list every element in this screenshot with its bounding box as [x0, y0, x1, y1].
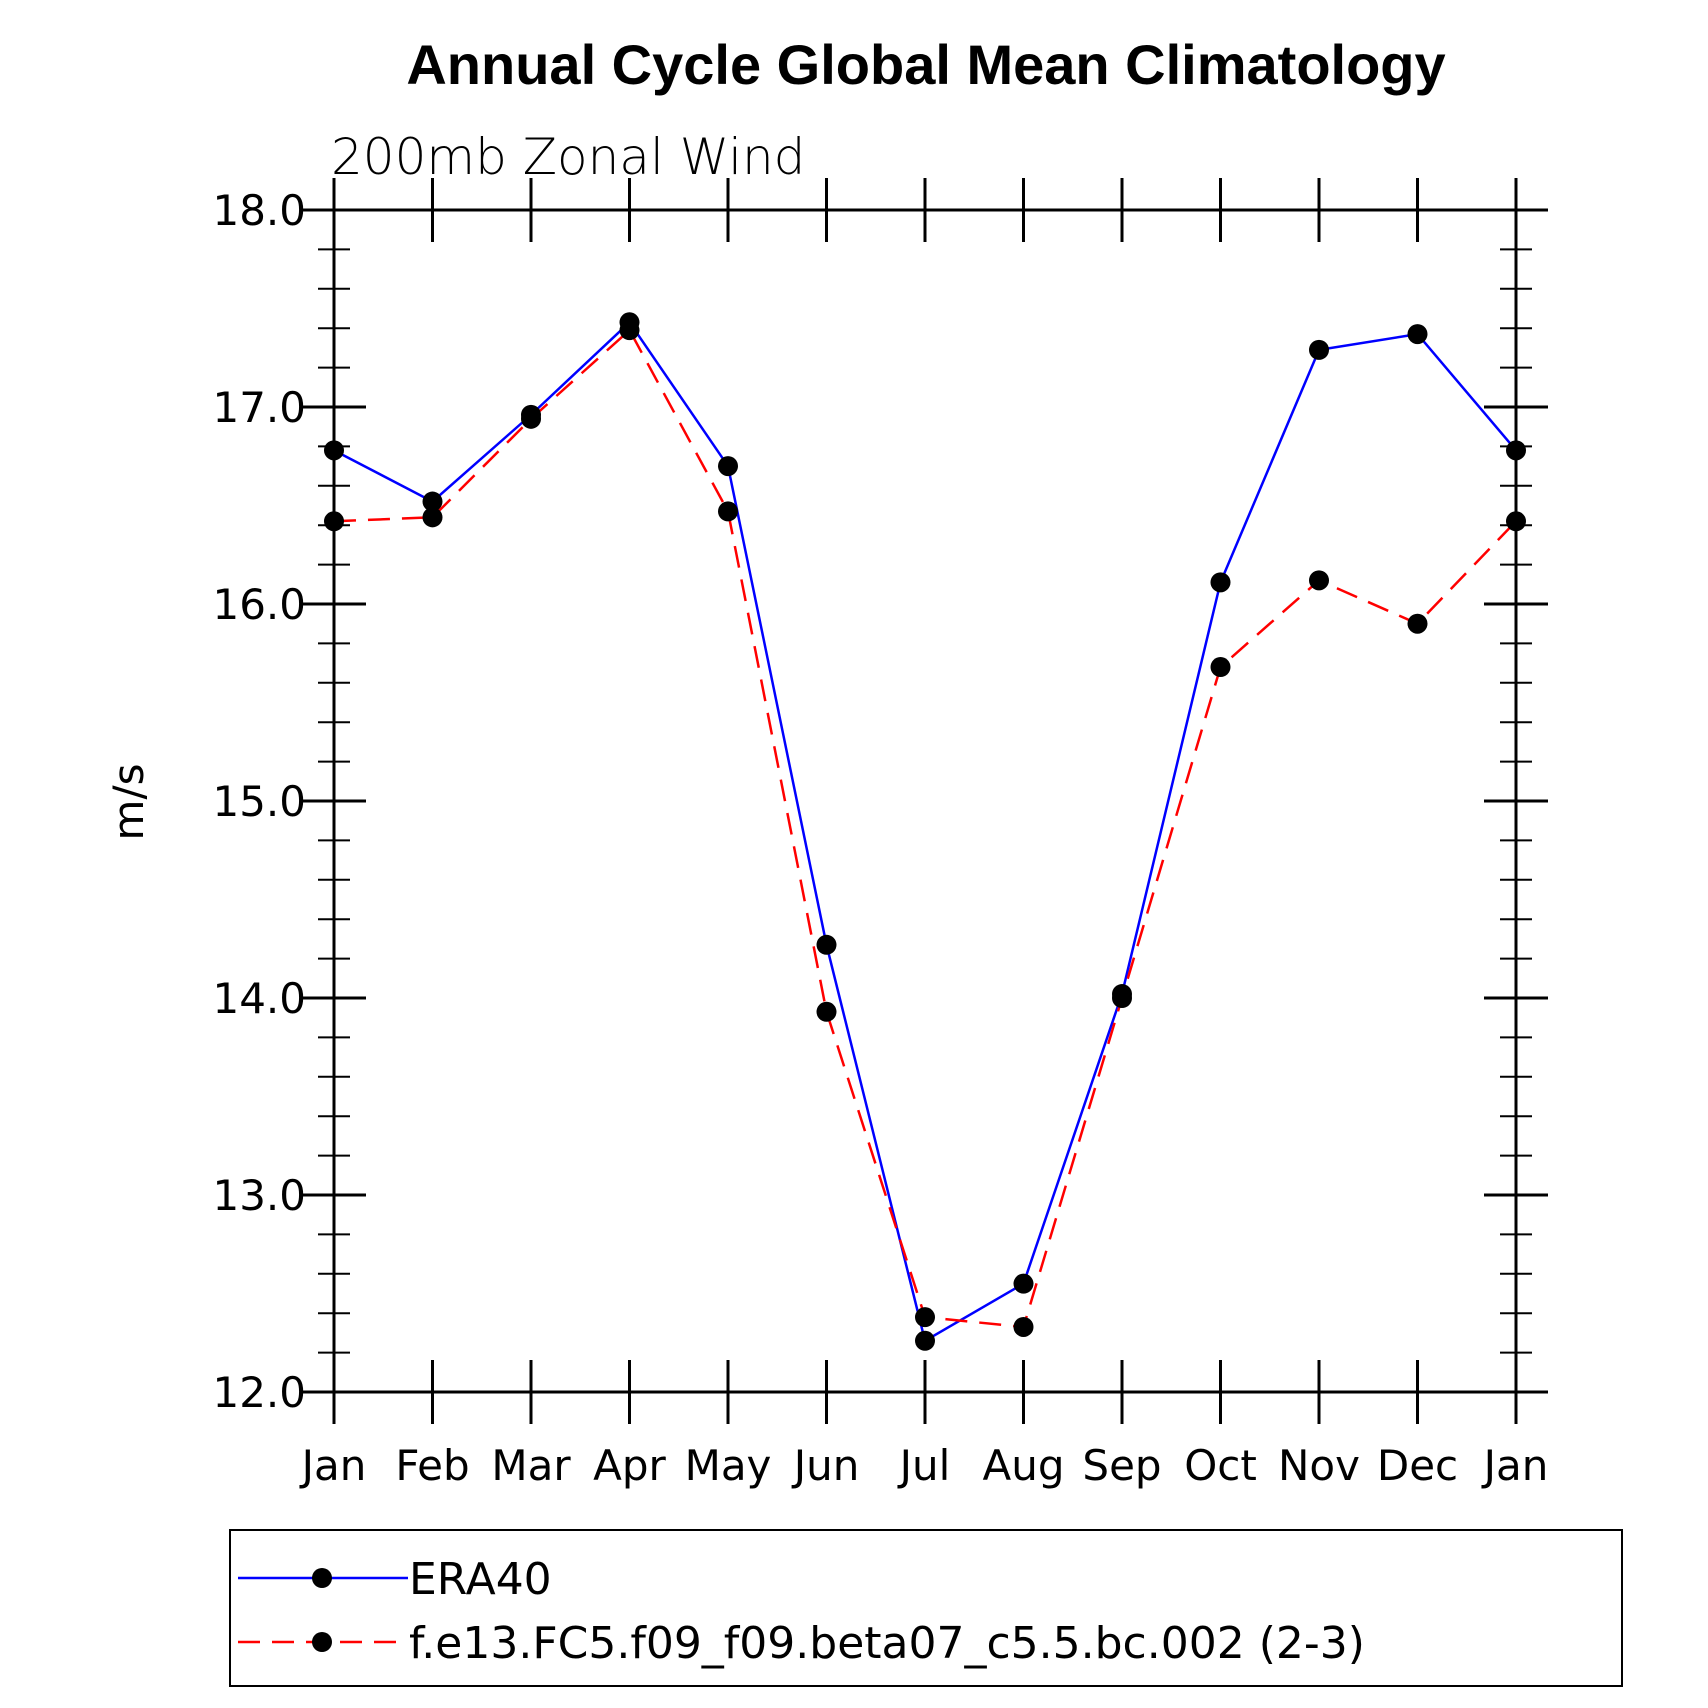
- data-point-series-1: [1210, 572, 1231, 593]
- data-markers: [324, 312, 1526, 1351]
- legend-box: [229, 1529, 1623, 1687]
- data-point-series-2: [718, 501, 738, 522]
- y-tick-label: 13.0: [212, 1171, 306, 1220]
- x-tick-label: Sep: [1082, 1441, 1161, 1490]
- y-tick-label: 18.0: [212, 186, 306, 235]
- x-tick-label: Apr: [593, 1441, 666, 1490]
- data-point-series-1: [1013, 1273, 1034, 1294]
- x-tick-label: Jan: [299, 1441, 367, 1490]
- y-tick-label: 12.0: [212, 1368, 306, 1417]
- chart-subtitle: 200mb Zonal Wind: [331, 128, 805, 186]
- legend: ERA40 f.e13.FC5.f09_f09.beta07_c5.5.bc.00…: [238, 1554, 1365, 1669]
- chart-title: Annual Cycle Global Mean Climatology: [406, 33, 1445, 96]
- data-point-series-2: [1407, 613, 1428, 634]
- data-point-series-1: [718, 456, 738, 477]
- y-tick-label: 14.0: [212, 974, 306, 1023]
- legend-marker-1: [312, 1568, 332, 1588]
- x-tick-label: Jul: [897, 1441, 951, 1490]
- x-tick-label: Mar: [491, 1441, 571, 1490]
- axis-ticks: [302, 178, 1548, 1424]
- plot-frame: [332, 208, 1518, 1394]
- x-tick-label: Aug: [982, 1441, 1064, 1490]
- data-point-series-2: [1112, 988, 1132, 1008]
- data-point-series-2: [1013, 1316, 1034, 1337]
- legend-label-2: f.e13.FC5.f09_f09.beta07_c5.5.bc.002 (2-…: [409, 1618, 1365, 1669]
- y-tick-label: 16.0: [212, 580, 306, 629]
- data-point-series-1: [816, 934, 837, 955]
- x-tick-label: Feb: [395, 1441, 469, 1490]
- y-tick-label: 17.0: [212, 383, 306, 432]
- data-point-series-1: [1309, 339, 1329, 360]
- data-point-series-1: [1506, 440, 1526, 461]
- data-point-series-2: [816, 1001, 837, 1022]
- data-point-series-2: [619, 320, 640, 341]
- data-point-series-1: [422, 491, 443, 512]
- series-lines: [333, 320, 1517, 1343]
- x-tick-label: Jan: [1481, 1441, 1549, 1490]
- x-tick-label: Oct: [1184, 1441, 1257, 1490]
- series-line-2: [333, 328, 1517, 1329]
- y-tick-label: 15.0: [212, 777, 306, 826]
- data-point-series-2: [521, 408, 541, 429]
- data-point-series-2: [1506, 511, 1526, 532]
- legend-marker-2: [312, 1632, 332, 1652]
- data-point-series-2: [1210, 657, 1231, 678]
- tick-labels: Jan Feb Mar Apr May Jun Jul Aug Sep Oct Nov Dec Jan 1…: [212, 186, 1548, 1490]
- data-point-series-2: [1309, 570, 1329, 591]
- series-line-1: [333, 320, 1517, 1343]
- legend-label-1: ERA40: [409, 1554, 552, 1605]
- data-point-series-2: [422, 507, 443, 528]
- data-point-series-1: [915, 1330, 935, 1351]
- data-point-series-2: [915, 1307, 935, 1328]
- data-point-series-2: [324, 511, 344, 532]
- y-axis-label: m/s: [104, 764, 153, 841]
- data-point-series-1: [1407, 324, 1428, 345]
- x-tick-label: Nov: [1278, 1441, 1360, 1490]
- data-point-series-1: [324, 440, 344, 461]
- x-tick-label: May: [685, 1441, 772, 1490]
- x-tick-label: Jun: [791, 1441, 860, 1490]
- x-tick-label: Dec: [1377, 1441, 1458, 1490]
